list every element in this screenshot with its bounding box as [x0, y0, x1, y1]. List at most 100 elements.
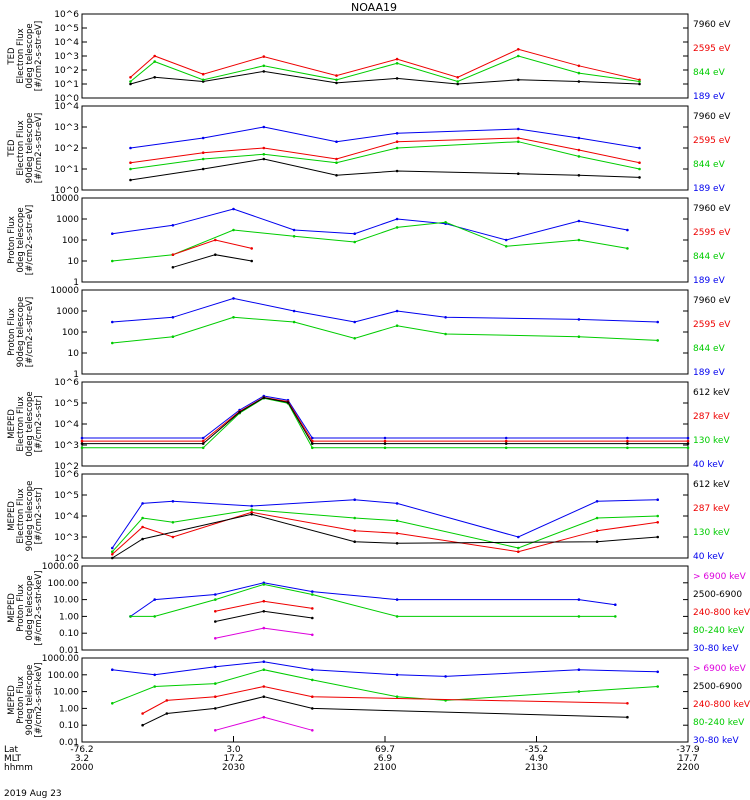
data-point: [141, 516, 144, 520]
data-point: [262, 583, 266, 586]
data-point: [504, 439, 508, 443]
data-point: [656, 670, 659, 674]
data-point: [456, 80, 460, 83]
data-point: [250, 513, 253, 516]
data-point: [383, 442, 387, 445]
data-point: [129, 80, 132, 83]
y-tick-label: 0.10: [59, 629, 79, 639]
data-point: [311, 633, 314, 637]
y-axis-label-line: MEPED: [7, 685, 17, 715]
legend-label: 40 keV: [693, 552, 725, 562]
data-point: [129, 82, 132, 86]
legend-label: 189 eV: [693, 368, 726, 378]
data-point: [311, 678, 314, 682]
data-point: [335, 157, 338, 161]
x-row-label: hhmm: [4, 763, 33, 773]
legend-label: 844 eV: [693, 252, 726, 262]
panel-frame: [81, 289, 689, 375]
data-point: [383, 446, 387, 450]
legend-label: 612 keV: [693, 480, 730, 490]
legend-label: 2595 eV: [693, 228, 731, 238]
data-point: [638, 80, 641, 83]
data-point: [129, 615, 132, 618]
y-tick-label: 10^5: [54, 24, 79, 34]
x-tick-label: -37.9: [676, 745, 700, 755]
series-line: [130, 582, 616, 617]
data-point: [153, 54, 156, 58]
data-point: [286, 401, 290, 404]
y-axis-label-line: [#/cm2-s-str-eV]: [34, 21, 44, 91]
data-point: [626, 436, 629, 440]
data-point: [395, 57, 399, 61]
data-point: [577, 335, 581, 339]
y-axis-label-line: 0deg telescope: [16, 207, 26, 272]
data-point: [395, 140, 399, 143]
legend-label: 2500-6900: [693, 682, 742, 692]
legend-label: 130 keV: [693, 436, 730, 446]
data-point: [656, 685, 659, 688]
legend-label: 40 keV: [693, 460, 725, 470]
data-point: [141, 537, 144, 541]
data-point: [335, 140, 338, 143]
y-tick-label: 10: [68, 257, 80, 267]
data-point: [577, 219, 581, 223]
data-point: [171, 521, 175, 524]
data-point: [165, 712, 169, 715]
panel-2: 10^0 10^1 10^2 10^3 10^4 TED Electron Flux 90de…: [7, 102, 731, 196]
data-point: [201, 167, 205, 171]
data-point: [656, 514, 659, 518]
data-point: [232, 207, 235, 211]
data-point: [262, 157, 266, 161]
date-label: 2019 Aug 23: [4, 789, 62, 799]
legend-label: 80-240 keV: [693, 718, 745, 728]
data-point: [201, 72, 205, 76]
data-point: [171, 316, 175, 319]
series-line: [142, 696, 628, 726]
data-point: [395, 77, 399, 80]
y-axis-label-line: 0deg telescope: [25, 575, 35, 640]
y-tick-label: 100.00: [48, 671, 80, 681]
data-point: [626, 228, 629, 232]
y-tick-label: 10^3: [54, 52, 79, 62]
data-point: [656, 339, 659, 342]
legend-label: 2595 eV: [693, 320, 731, 330]
data-point: [686, 439, 690, 443]
data-point: [311, 668, 314, 671]
data-point: [517, 54, 520, 58]
data-point: [577, 238, 581, 242]
y-axis-label-line: 90deg telescope: [16, 297, 26, 368]
data-point: [517, 127, 520, 131]
data-point: [577, 71, 581, 75]
data-point: [153, 598, 156, 601]
y-tick-label: 10^4: [54, 102, 79, 112]
x-tick-label: 2200: [677, 763, 700, 773]
legend-label: 2595 eV: [693, 44, 731, 54]
series-line: [215, 610, 313, 622]
data-point: [335, 161, 338, 164]
legend-label: > 6900 keV: [693, 572, 747, 582]
data-point: [262, 146, 266, 150]
data-point: [165, 699, 169, 702]
data-point: [395, 132, 399, 135]
x-tick-label: -35.2: [525, 745, 548, 755]
data-point: [262, 668, 266, 671]
data-point: [201, 442, 205, 445]
panel-frame: [81, 105, 689, 191]
data-point: [335, 78, 338, 82]
y-axis-label-line: TED: [7, 47, 17, 66]
panel-6: 10^2 10^3 10^4 10^5 10^6 MEPED Electron Flux 90…: [7, 470, 730, 564]
data-point: [595, 529, 599, 532]
data-point: [395, 519, 399, 522]
legend-label: 844 eV: [693, 160, 726, 170]
data-point: [201, 446, 205, 450]
data-point: [214, 238, 217, 242]
y-axis-label-line: [#/cm2-s-str]: [34, 488, 44, 545]
data-point: [626, 439, 629, 443]
data-point: [395, 217, 399, 221]
panel-frame: [81, 381, 689, 467]
panel-1: 10^0 10^1 10^2 10^3 10^4 10^5 10^6 TED Electron …: [7, 10, 731, 104]
data-point: [129, 178, 132, 182]
y-tick-label: 0.01: [59, 738, 79, 748]
plot-title: NOAA19: [351, 1, 397, 14]
y-tick-label: 100.00: [48, 579, 80, 589]
